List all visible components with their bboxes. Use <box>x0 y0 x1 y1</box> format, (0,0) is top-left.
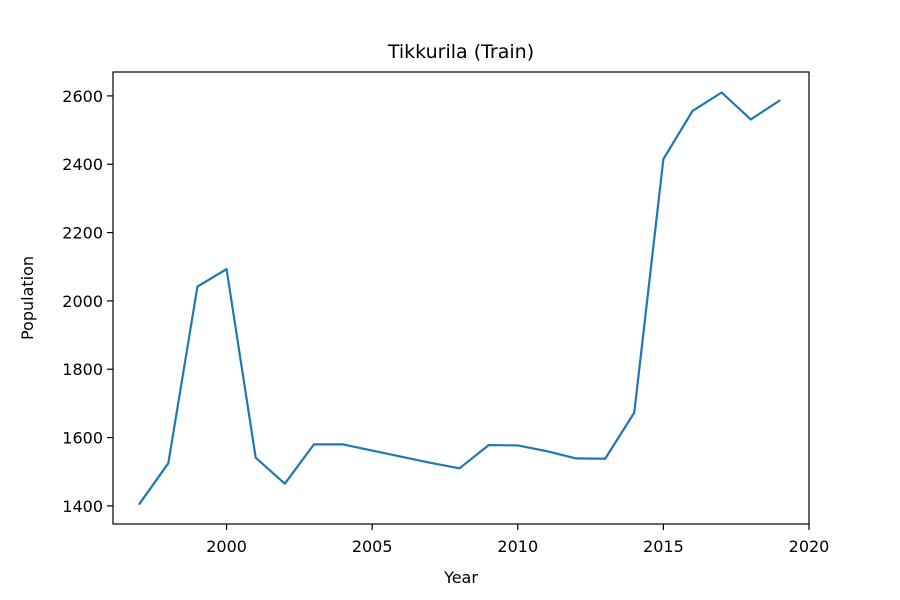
x-tick-label: 2015 <box>643 537 684 556</box>
data-point <box>487 444 490 446</box>
y-axis: 1400 1600 1800 2000 2200 2400 2600 <box>62 87 113 516</box>
plot-area <box>138 91 781 505</box>
data-point <box>342 443 344 446</box>
x-tick-label: 2000 <box>206 537 247 556</box>
data-point <box>779 99 781 102</box>
x-axis-label: Year <box>443 568 478 587</box>
data-point <box>429 462 432 464</box>
x-tick-label: 2010 <box>497 537 538 556</box>
y-tick-label: 1600 <box>62 429 103 448</box>
y-tick-label: 2600 <box>62 87 103 106</box>
data-point <box>516 444 519 447</box>
y-tick-label: 1800 <box>62 360 103 379</box>
data-point <box>138 503 141 505</box>
data-point <box>691 110 694 112</box>
y-tick-label: 2200 <box>62 224 103 243</box>
data-point <box>604 457 606 460</box>
data-point <box>254 456 257 459</box>
x-tick-label: 2020 <box>789 537 830 556</box>
data-point <box>575 457 577 460</box>
data-point <box>749 118 752 121</box>
y-tick-label: 1400 <box>62 497 103 516</box>
data-point <box>167 462 170 464</box>
data-point <box>196 285 199 288</box>
data-point <box>662 158 665 160</box>
data-point <box>284 482 286 485</box>
y-tick-label: 2000 <box>62 292 103 311</box>
data-point <box>400 455 403 458</box>
data-point <box>225 268 228 270</box>
y-tick-label: 2400 <box>62 155 103 174</box>
y-axis-label: Population <box>18 256 37 340</box>
chart-title: Tikkurila (Train) <box>387 41 534 63</box>
data-point <box>371 449 373 452</box>
data-point <box>720 91 723 94</box>
data-point <box>546 450 548 453</box>
x-tick-label: 2005 <box>352 537 393 556</box>
x-axis: 2000 2005 2010 2015 2020 <box>206 524 829 556</box>
data-point <box>633 411 636 414</box>
data-point <box>313 443 315 446</box>
data-point <box>458 467 461 470</box>
plot-frame <box>112 71 810 525</box>
